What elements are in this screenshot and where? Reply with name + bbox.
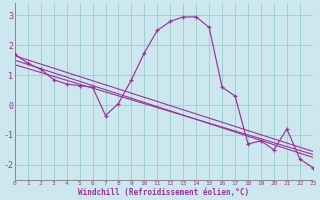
X-axis label: Windchill (Refroidissement éolien,°C): Windchill (Refroidissement éolien,°C) — [78, 188, 249, 197]
